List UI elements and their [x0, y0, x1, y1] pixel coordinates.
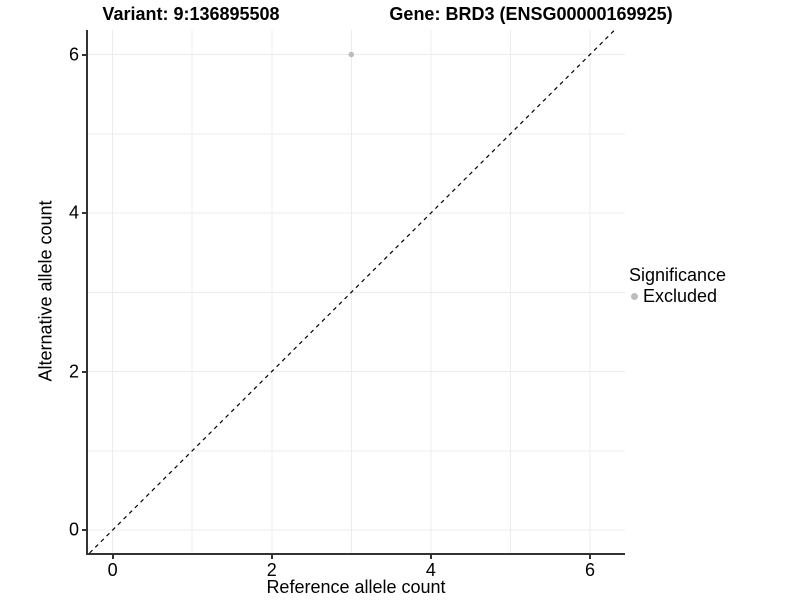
- legend-item-excluded: Excluded: [629, 286, 726, 307]
- y-tick-label: 6: [68, 44, 79, 65]
- plot-title-variant: Variant: 9:136895508: [102, 4, 280, 24]
- x-tick-mark: [588, 553, 591, 559]
- y-tick-mark: [82, 53, 88, 56]
- x-tick-mark: [429, 553, 432, 559]
- x-tick-label: 0: [107, 560, 118, 580]
- x-tick-mark: [111, 553, 114, 559]
- data-point: [348, 51, 355, 58]
- legend-point-icon: [631, 293, 638, 300]
- y-tick-mark: [82, 370, 88, 373]
- x-tick-label: 2: [266, 560, 277, 580]
- identity-line: [89, 30, 616, 553]
- y-tick-mark: [82, 529, 88, 532]
- x-tick-label: 6: [584, 560, 595, 580]
- x-tick-label: 4: [425, 560, 436, 580]
- plot-panel: [86, 30, 625, 555]
- y-tick-label: 4: [68, 202, 79, 223]
- plot-title-gene: Gene: BRD3 (ENSG00000169925): [389, 4, 673, 24]
- x-tick-mark: [270, 553, 273, 559]
- y-axis-title: Alternative allele count: [35, 200, 56, 382]
- legend-title: Significance: [629, 265, 727, 285]
- scatter-plot-canvas: [88, 30, 625, 553]
- legend-item-label: Excluded: [643, 286, 718, 306]
- y-tick-label: 2: [68, 361, 79, 382]
- legend: Significance Excluded: [629, 265, 726, 307]
- y-tick-label: 0: [68, 519, 79, 540]
- x-axis-title: Reference allele count: [266, 577, 446, 597]
- y-tick-mark: [82, 212, 88, 215]
